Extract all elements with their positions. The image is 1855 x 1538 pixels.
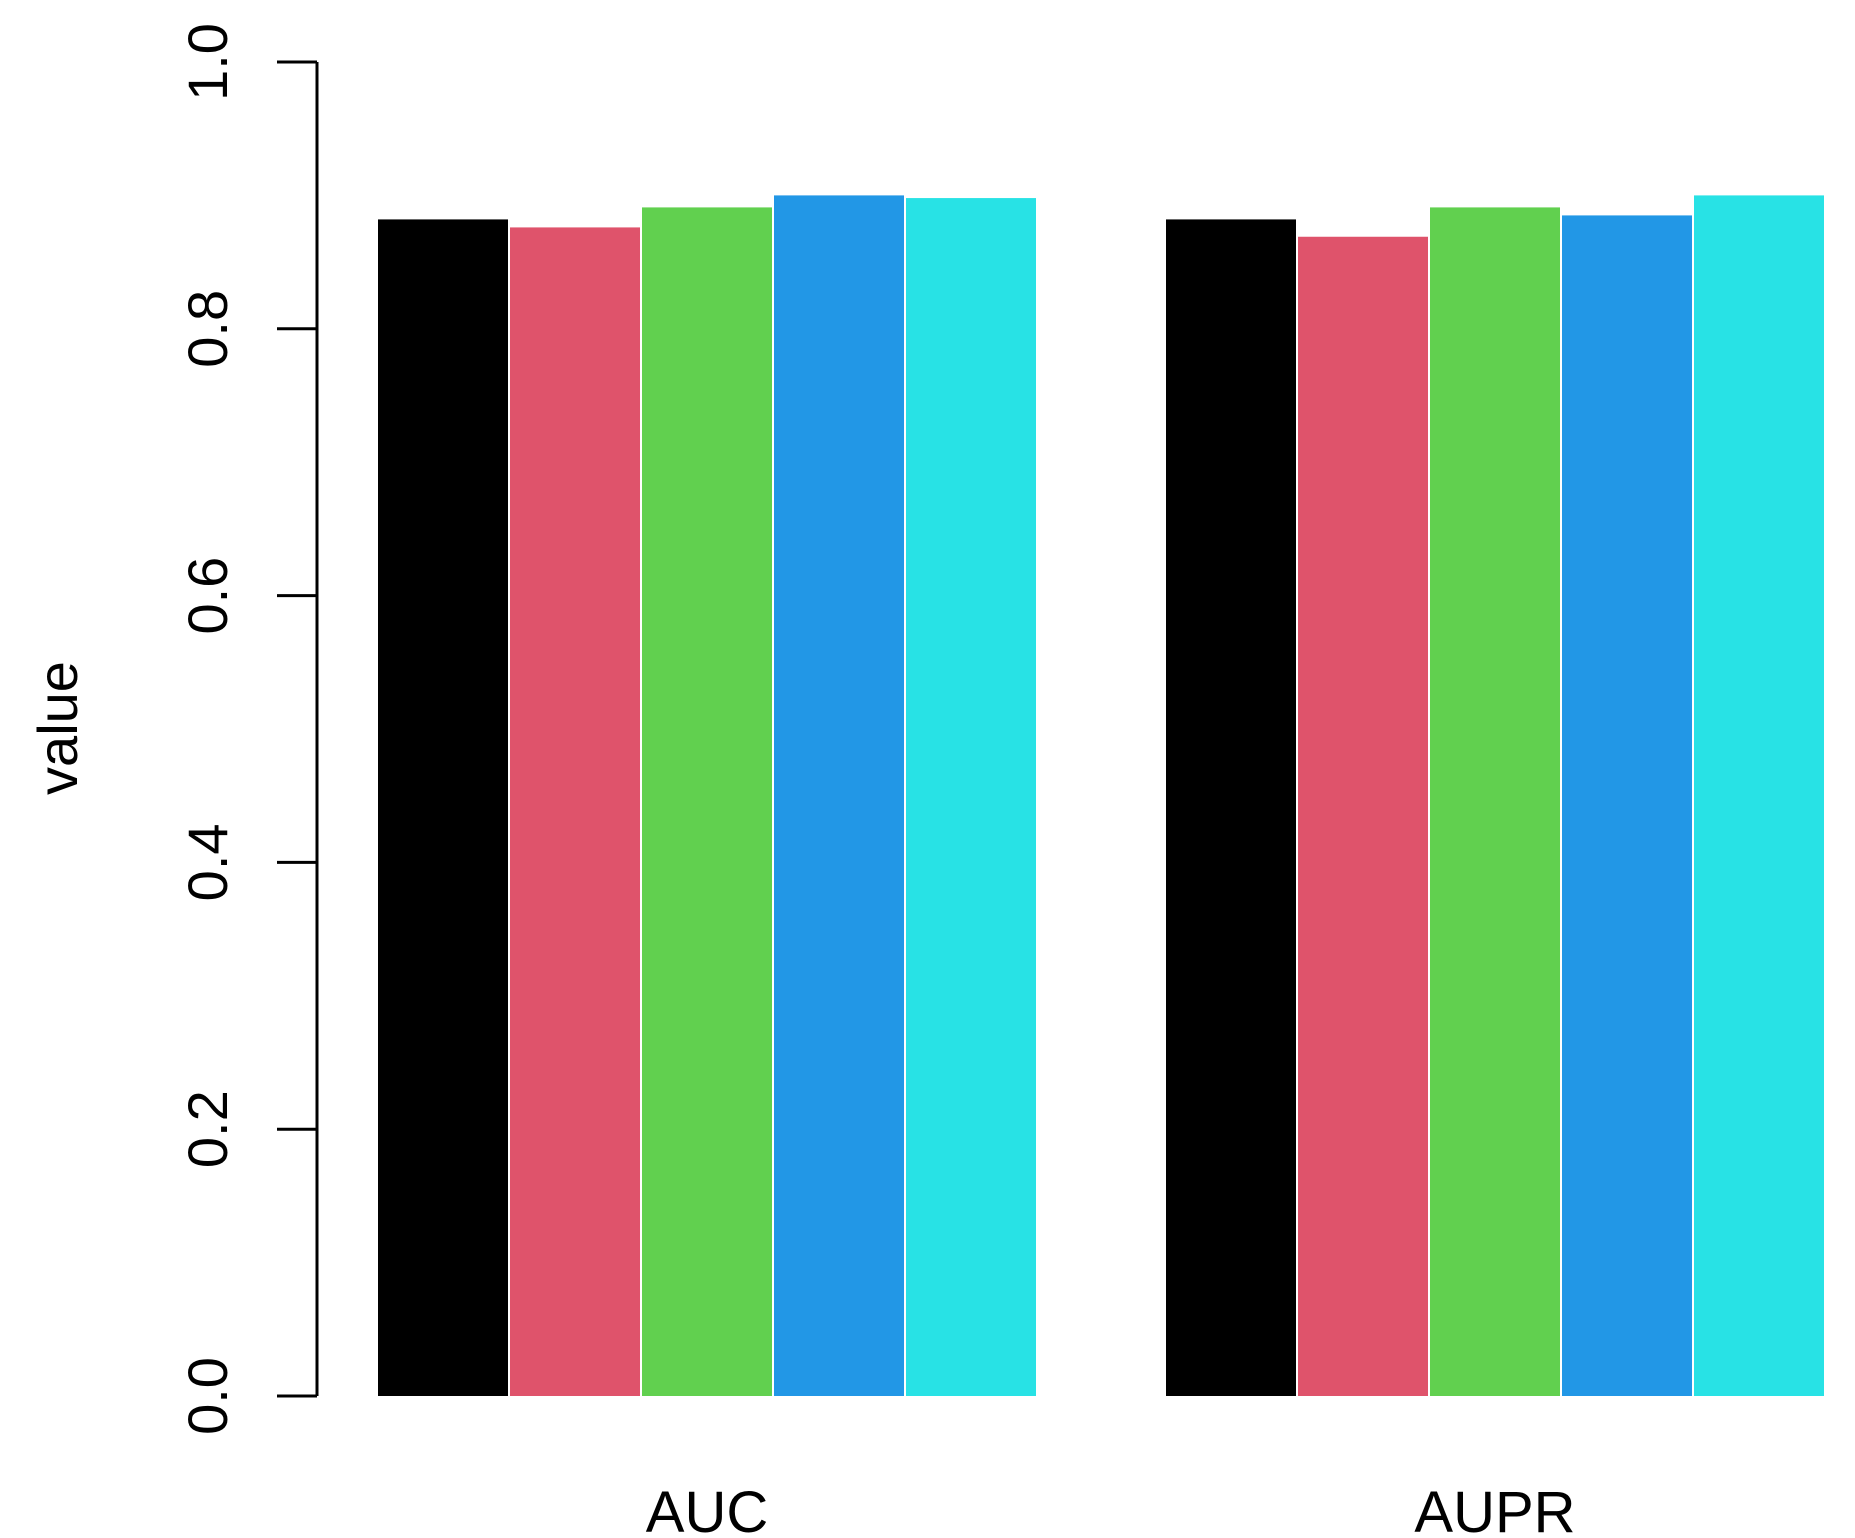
bar-auc-2 <box>510 227 640 1396</box>
bar-auc-5 <box>906 198 1036 1396</box>
bar-auc-3 <box>642 207 772 1396</box>
category-labels: AUC AUPR <box>646 1480 1576 1538</box>
y-axis-title: value <box>26 661 89 795</box>
category-label-aupr: AUPR <box>1414 1480 1575 1538</box>
y-tick-label: 0.0 <box>176 1357 239 1435</box>
bar-aupr-1 <box>1166 219 1296 1397</box>
bar-aupr-5 <box>1694 195 1824 1396</box>
y-tick-label: 1.0 <box>176 23 239 101</box>
y-tick-label: 0.6 <box>176 557 239 635</box>
bars-group <box>378 195 1824 1397</box>
y-tick-label: 0.4 <box>176 823 239 901</box>
bar-aupr-4 <box>1562 215 1692 1396</box>
bar-aupr-3 <box>1430 207 1560 1396</box>
y-tick-label: 0.2 <box>176 1090 239 1168</box>
bar-auc-4 <box>774 195 904 1396</box>
category-label-auc: AUC <box>646 1480 768 1538</box>
bar-aupr-2 <box>1298 236 1428 1396</box>
y-tick-label: 0.8 <box>176 290 239 368</box>
y-axis: 0.0 0.2 0.4 0.6 0.8 1.0 <box>176 23 319 1435</box>
bar-auc-1 <box>378 219 508 1397</box>
